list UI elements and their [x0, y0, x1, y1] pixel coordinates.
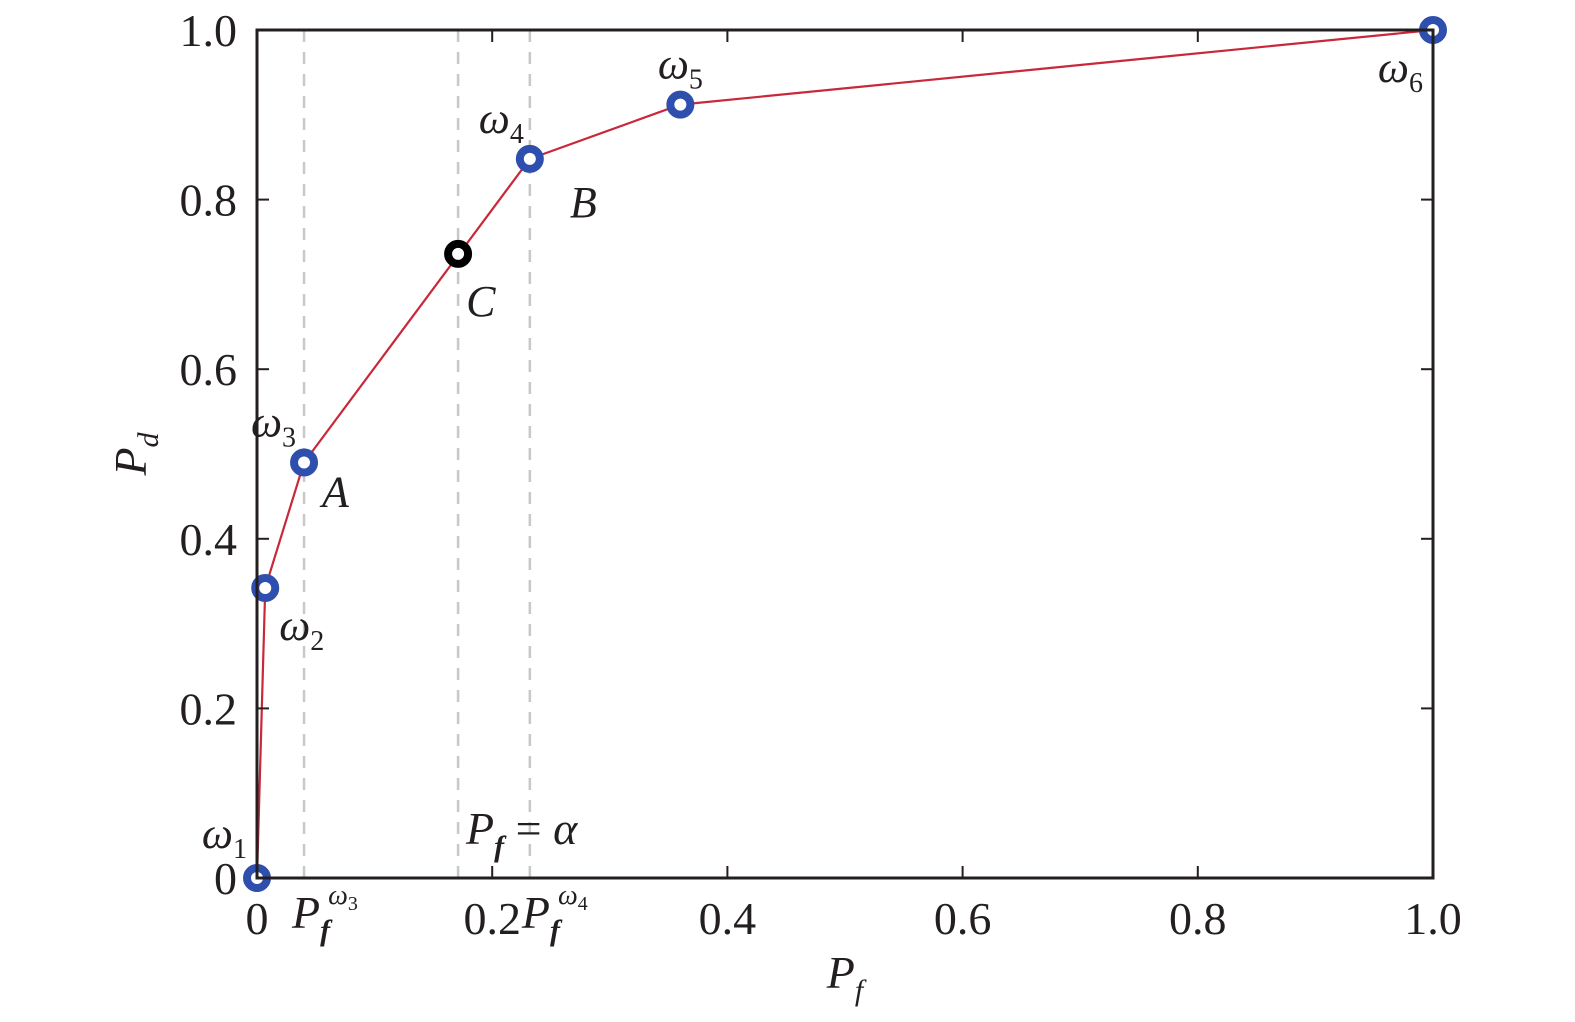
- point-label-omega: ω6: [1378, 43, 1423, 99]
- point-label-omega: ω5: [658, 40, 703, 96]
- x-axis-label: Pf: [826, 947, 867, 1007]
- plot-frame: [255, 28, 1435, 880]
- y-tick-label: 0.4: [180, 514, 238, 565]
- x-tick-label: 0.2: [463, 893, 521, 944]
- y-axis-label: Pd: [105, 431, 165, 476]
- data-point-marker: [515, 144, 544, 173]
- labels-group: ω1 ω2 ω3 ω4 ω5 ω6 A B C Pf = α Pfω3 Pfω4 Pf Pd: [105, 40, 1423, 1007]
- x-tick-label: 1.0: [1404, 893, 1462, 944]
- x-extra-tick-label: Pfω4: [521, 880, 588, 947]
- x-tick-label: 0.4: [699, 893, 757, 944]
- annotation-b: B: [570, 178, 597, 227]
- series-line-group: [255, 28, 1434, 879]
- equation-pf-alpha: Pf = α: [465, 803, 578, 863]
- dashed-guides: [302, 30, 532, 878]
- y-tick-label: 0.8: [180, 175, 238, 226]
- point-label-omega: ω4: [479, 94, 524, 150]
- markers-group: [243, 16, 1447, 892]
- point-label-omega: ω2: [279, 601, 324, 657]
- annotation-a: A: [319, 467, 350, 516]
- series-line: [255, 28, 1434, 879]
- data-point-marker: [290, 448, 319, 477]
- x-tick-label: 0.6: [934, 893, 992, 944]
- point-c-marker: [444, 239, 473, 268]
- x-tick-label: 0: [246, 893, 269, 944]
- data-point-marker: [666, 90, 695, 119]
- x-extra-tick-label: Pfω3: [291, 880, 358, 947]
- data-point-marker: [251, 573, 280, 602]
- y-tick-label: 0.2: [180, 683, 238, 734]
- y-tick-label: 1.0: [180, 5, 238, 56]
- annotation-c: C: [466, 277, 496, 326]
- x-tick-label: 0.8: [1169, 893, 1227, 944]
- point-label-omega: ω1: [202, 809, 247, 865]
- ticks-group: 0 0.2 0.4 0.6 0.8 1.0 0 0.2 0.4 0.6 0.8 1.0: [180, 5, 1462, 944]
- y-tick-label: 0: [214, 853, 237, 904]
- y-tick-label: 0.6: [180, 344, 238, 395]
- point-label-omega: ω3: [251, 397, 296, 453]
